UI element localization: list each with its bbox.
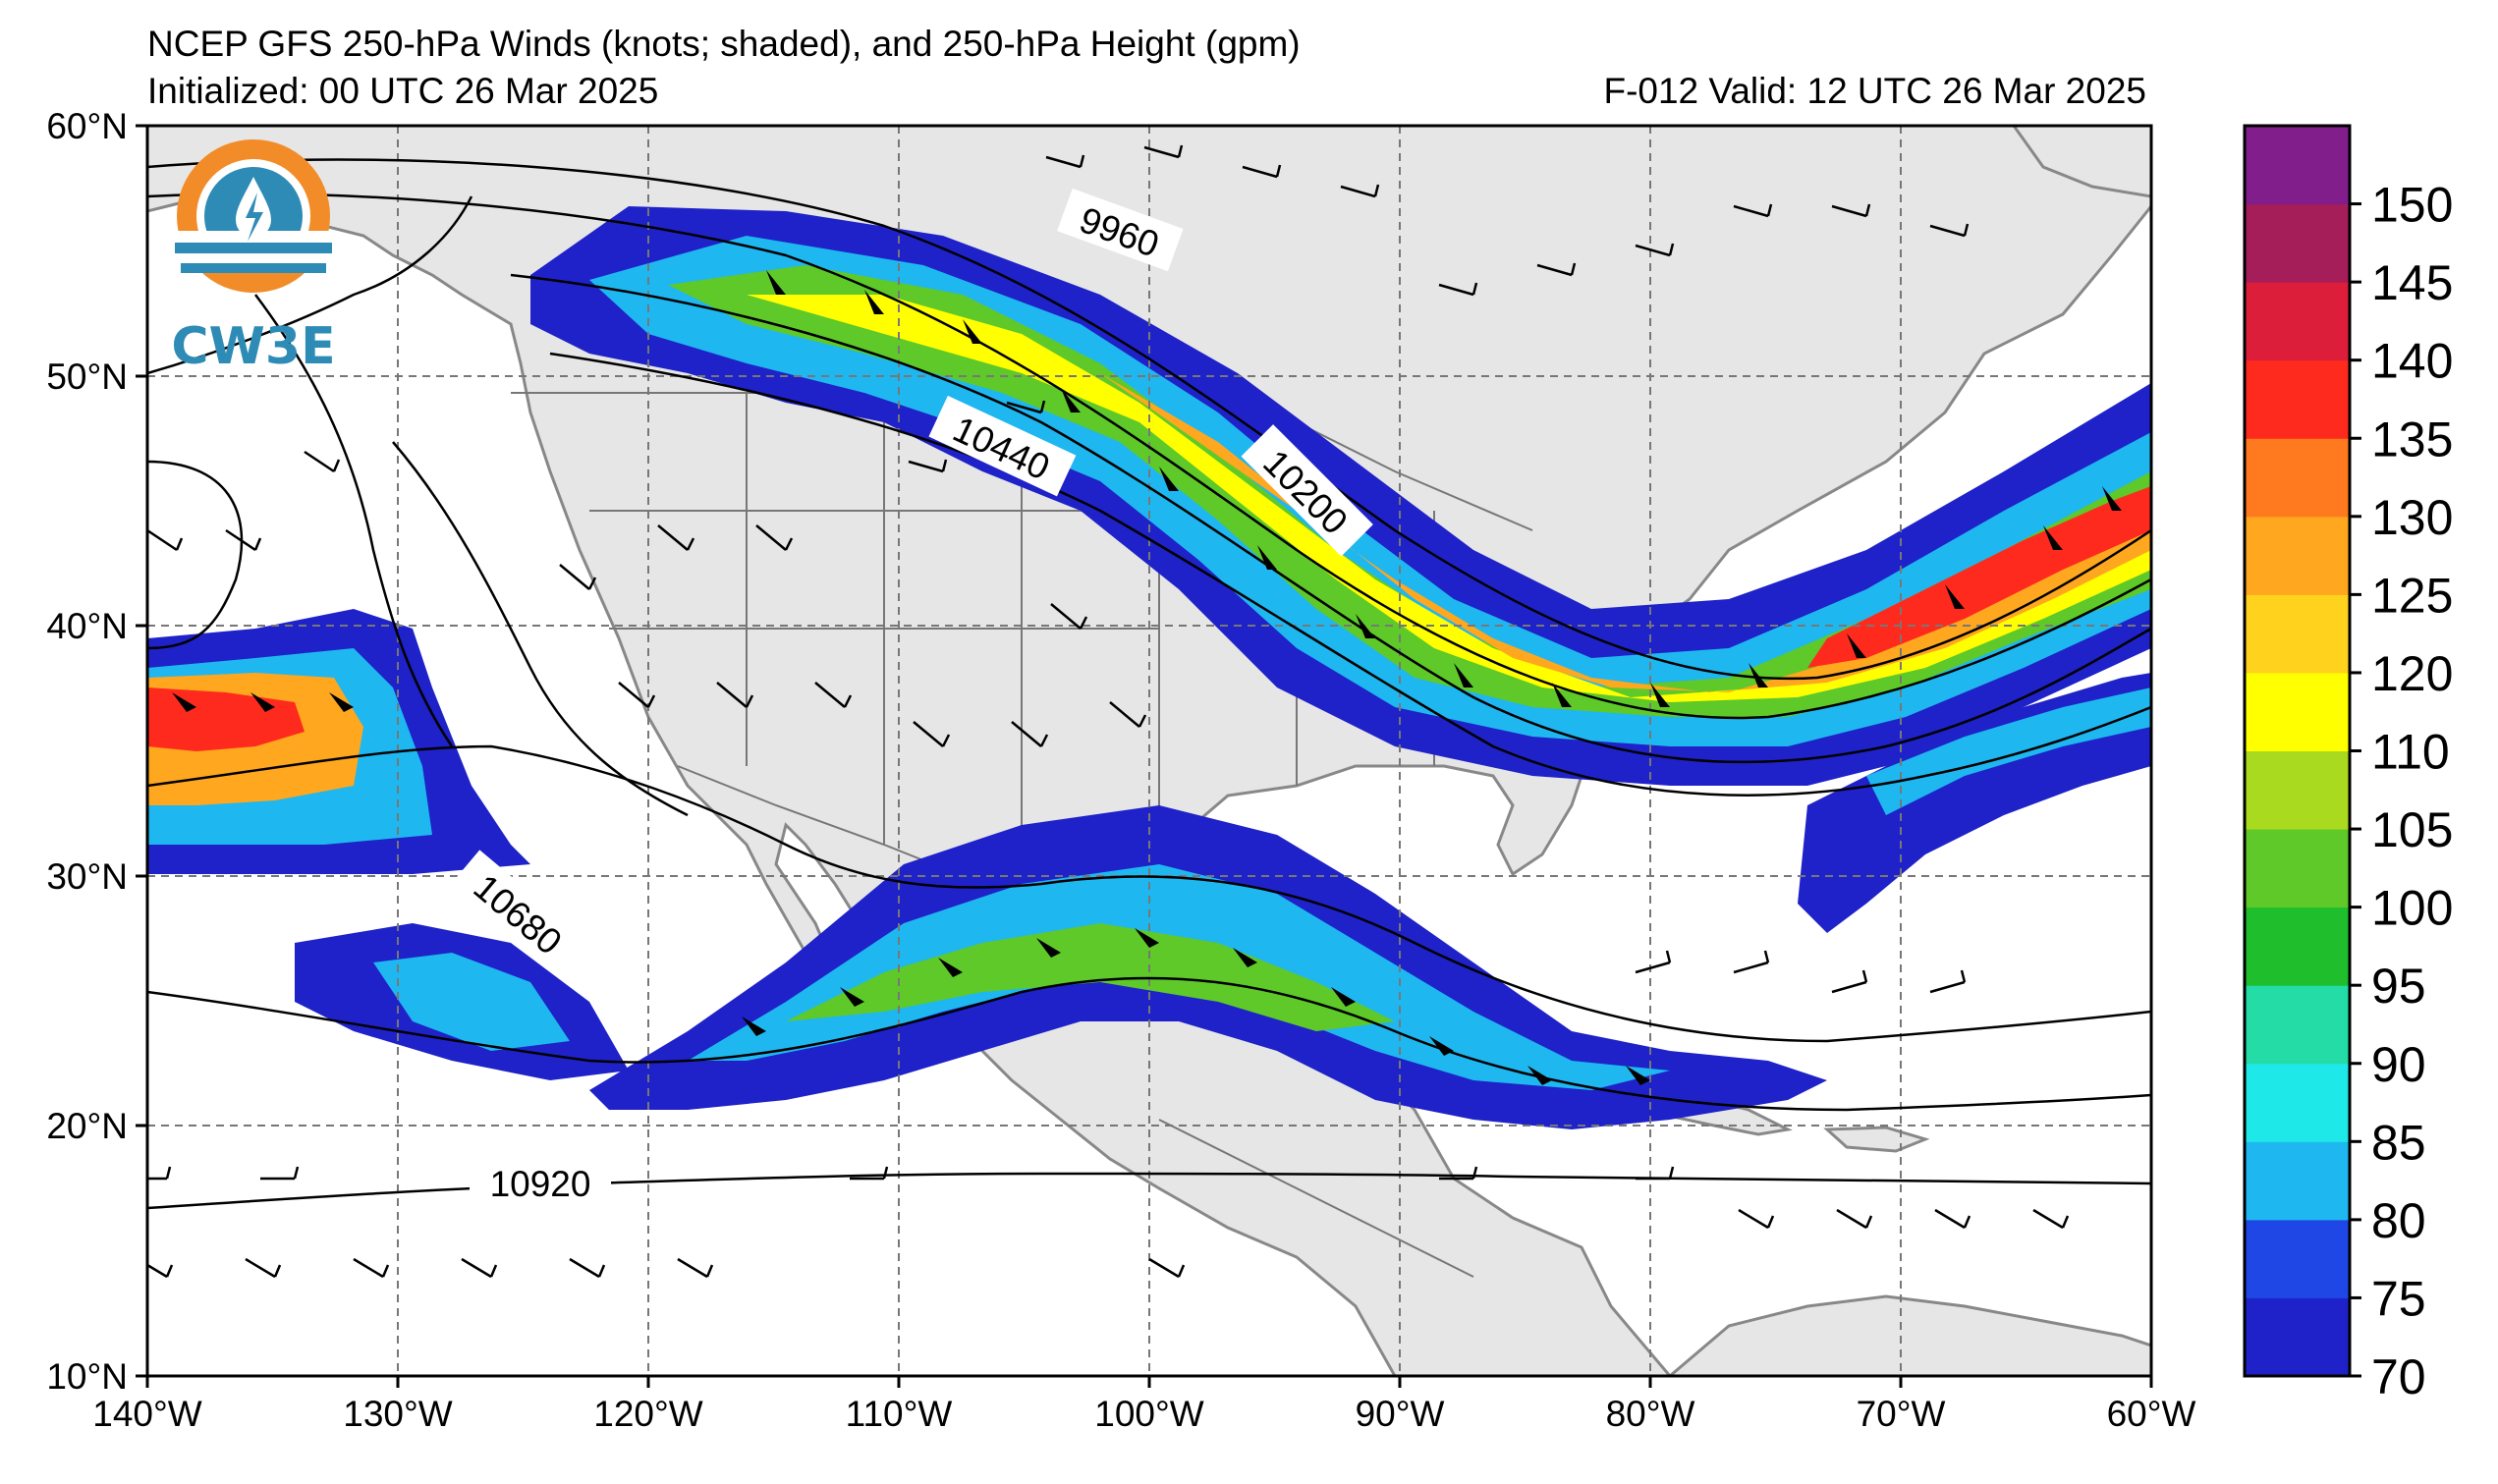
colorbar-tick-label: 80 — [2371, 1193, 2426, 1248]
colorbar-tick-label: 100 — [2371, 881, 2453, 936]
colorbar-swatch — [2245, 359, 2350, 439]
colorbar-tick-label: 105 — [2371, 802, 2453, 857]
colorbar-swatch — [2245, 516, 2350, 595]
colorbar-swatches — [2245, 126, 2350, 1377]
colorbar-swatch — [2245, 985, 2350, 1065]
lon-label: 110°W — [846, 1394, 953, 1434]
init-time: Initialized: 00 UTC 26 Mar 2025 — [147, 71, 659, 111]
colorbar-swatch — [2245, 672, 2350, 751]
colorbar-swatch — [2245, 594, 2350, 674]
logo-text: CW3E — [171, 317, 335, 376]
graticule — [147, 126, 2151, 1376]
colorbar-tick-label: 145 — [2371, 255, 2453, 310]
colorbar-tick-label: 95 — [2371, 959, 2426, 1014]
colorbar-tick-label: 90 — [2371, 1037, 2426, 1092]
jet-north-yellow — [747, 295, 2151, 702]
colorbar-swatch — [2245, 1219, 2350, 1298]
colorbar-swatch — [2245, 829, 2350, 908]
colorbar-swatch — [2245, 203, 2350, 283]
colorbar-tick-label: 125 — [2371, 568, 2453, 623]
colorbar-swatch — [2245, 438, 2350, 518]
height-contours — [147, 158, 2151, 1210]
lon-labels: 140°W 130°W 120°W 110°W 100°W 90°W 80°W … — [92, 1394, 2195, 1434]
contour-label-10920: 10920 — [470, 1159, 611, 1204]
contour-label-text: 10920 — [490, 1164, 591, 1204]
cw3e-logo: CW3E — [171, 139, 336, 376]
lat-labels: 60°N 50°N 40°N 30°N 20°N 10°N — [46, 106, 128, 1397]
colorbar-tick-label: 70 — [2371, 1349, 2426, 1404]
colorbar: 150 145 140 135 130 125 120 110 105 100 95 90 85 80 75… — [2243, 124, 2453, 1404]
lon-label: 80°W — [1606, 1394, 1695, 1434]
south-america-land — [1667, 1294, 2151, 1376]
greenland-land — [2012, 126, 2151, 198]
colorbar-ticks: 150 145 140 135 130 125 120 110 105 100 95 90 85 80 75… — [2350, 178, 2453, 1404]
valid-time: F-012 Valid: 12 UTC 26 Mar 2025 — [1603, 71, 2146, 111]
lat-label: 10°N — [46, 1356, 128, 1397]
axis-ticks — [136, 124, 2153, 1388]
colorbar-swatch — [2245, 907, 2350, 986]
jet-atlantic-cyan — [1866, 687, 2151, 815]
colorbar-swatch — [2245, 282, 2350, 361]
lat-label: 40°N — [46, 606, 128, 646]
jet-pacific-tail-cyan — [373, 953, 570, 1051]
colorbar-tick-label: 130 — [2371, 490, 2453, 545]
colorbar-swatch — [2245, 126, 2350, 205]
colorbar-swatch — [2245, 1141, 2350, 1221]
colorbar-swatch — [2245, 1063, 2350, 1142]
lon-label: 90°W — [1356, 1394, 1445, 1434]
lon-label: 130°W — [343, 1394, 453, 1434]
wind-barbs — [147, 144, 2070, 1279]
lon-label: 60°W — [2107, 1394, 2196, 1434]
colorbar-swatch — [2245, 1297, 2350, 1377]
colorbar-tick-label: 85 — [2371, 1115, 2426, 1170]
wind-barb-flags — [172, 270, 2122, 1085]
lon-label: 100°W — [1094, 1394, 1204, 1434]
lat-label: 20°N — [46, 1106, 128, 1146]
jet-subtrop-green — [786, 923, 1395, 1031]
lat-label: 60°N — [46, 106, 128, 146]
lon-label: 140°W — [92, 1394, 202, 1434]
lon-label: 120°W — [593, 1394, 703, 1434]
colorbar-tick-label: 135 — [2371, 412, 2453, 467]
map-title: NCEP GFS 250-hPa Winds (knots; shaded), … — [147, 24, 1301, 64]
colorbar-swatch — [2245, 750, 2350, 830]
lat-label: 50°N — [46, 357, 128, 397]
colorbar-tick-label: 150 — [2371, 178, 2453, 233]
lightning-icon — [246, 192, 263, 242]
colorbar-tick-label: 110 — [2371, 725, 2450, 780]
jet-north-red — [1807, 486, 2151, 668]
colorbar-tick-label: 75 — [2371, 1271, 2426, 1326]
lat-label: 30°N — [46, 856, 128, 897]
colorbar-tick-label: 140 — [2371, 334, 2453, 389]
colorbar-tick-label: 120 — [2371, 646, 2453, 701]
lon-label: 70°W — [1857, 1394, 1946, 1434]
